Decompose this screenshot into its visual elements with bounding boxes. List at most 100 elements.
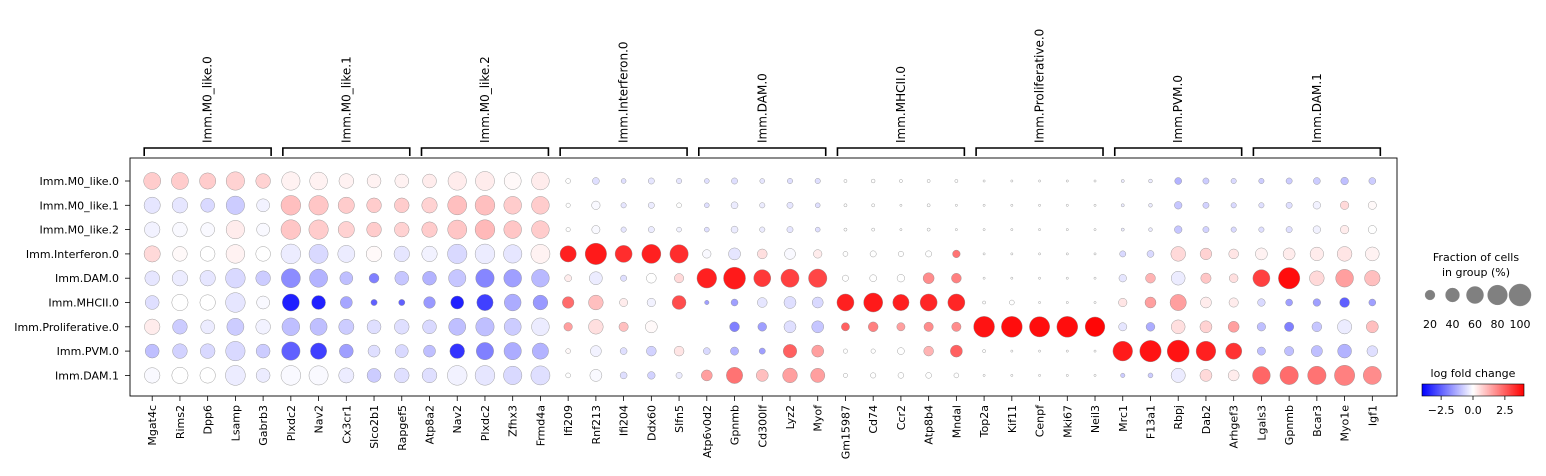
dot [532,294,548,311]
bracket-2 [420,147,550,156]
dot [199,270,216,287]
dot [982,349,986,353]
gene-group-label: Imm.Proliferative.0 [1033,29,1047,143]
dot [1364,270,1381,287]
dot [973,316,995,338]
dot [704,226,710,233]
gene-label: Dpp6 [202,405,215,434]
dot [1065,301,1069,304]
dot [1309,246,1324,261]
dot [1084,316,1106,337]
dot [869,274,877,282]
dot [1174,225,1183,234]
gene-label: Slfn5 [673,405,686,433]
dot [503,172,522,190]
dot [952,249,961,258]
dot [171,367,189,384]
dot [448,269,467,288]
gene-group-label: Imm.DAM.0 [755,73,769,143]
dot [1167,339,1190,363]
dot [1147,372,1154,379]
dot [759,178,765,184]
dot [421,367,438,383]
dot [759,226,766,233]
dot [923,345,934,357]
dot [531,269,550,288]
dot [1169,294,1187,311]
dot [1119,250,1127,258]
dot [1146,250,1155,258]
dot [591,200,601,210]
gene-label: Gpnmb [729,405,742,445]
dot [255,246,271,262]
dot [1038,179,1041,183]
dot [786,226,794,233]
dot [1202,201,1210,209]
dot [1258,202,1265,209]
dot [843,179,848,183]
dot [730,201,739,209]
dot [398,299,406,306]
dot [842,274,849,282]
dot [565,372,571,379]
size-legend-title-1: Fraction of cells [1433,251,1519,264]
dot [422,271,437,286]
dot [951,273,962,284]
dot [280,195,301,216]
dot [366,368,382,383]
dot [143,196,161,214]
dot [447,365,468,386]
dot [565,348,571,354]
dot [591,225,601,234]
dot [225,268,246,289]
dot [758,347,766,355]
gene-group-label: Imm.DAM.1 [1310,73,1324,143]
dot [919,293,938,312]
dot [669,244,689,264]
dot [675,372,683,379]
dot [143,172,161,190]
dot [783,344,797,359]
dot [447,219,467,240]
bracket-3 [559,147,688,156]
dot [841,322,850,332]
dot [620,274,627,282]
dot [868,321,879,332]
dot [366,173,382,189]
dot [532,342,549,360]
dot [726,367,743,384]
dot [1365,246,1380,262]
colorbar [1421,383,1525,397]
dot [1056,316,1078,338]
dot [1065,179,1069,183]
dot [676,202,682,208]
gene-label: Top2a [978,405,991,438]
dot [955,228,958,231]
dot [308,244,329,264]
dot [145,343,160,359]
dot [225,220,245,240]
dot [423,296,436,309]
dot [1340,225,1350,235]
dot [1144,296,1157,309]
dot [1038,276,1041,280]
dot [394,197,410,213]
dot [531,317,550,336]
dot [200,198,215,213]
dot [588,319,604,335]
dot [1202,226,1210,233]
dot [843,227,848,232]
dot [559,245,577,263]
gene-label: Gpnmb [1283,405,1296,445]
dot [1038,228,1041,231]
size-legend-label: 60 [1468,318,1482,331]
gene-group-label: Imm.PVM.0 [1171,75,1185,143]
dot [704,178,710,184]
dot [503,196,522,215]
dot [1010,179,1014,183]
colorbar-tick-label: 0.0 [1464,404,1482,417]
dot [982,374,986,377]
dot [447,195,467,216]
dot [1200,296,1212,309]
dot [1339,297,1350,308]
